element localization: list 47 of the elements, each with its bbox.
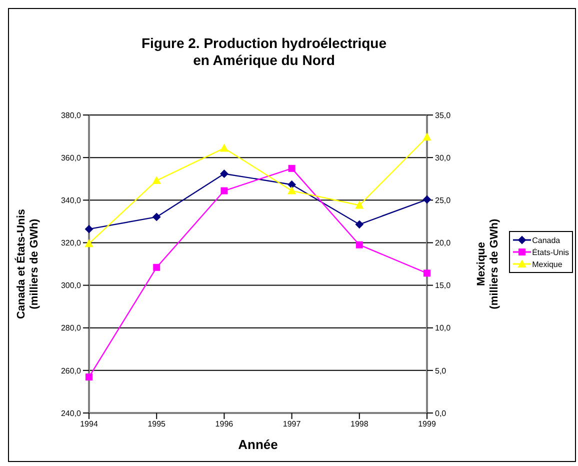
point bbox=[424, 270, 430, 277]
y2-axis-title: Mexique (milliers de GWh) bbox=[476, 218, 500, 310]
point bbox=[153, 264, 160, 271]
x-axis-title: Année bbox=[238, 437, 278, 452]
y-tick-label: 320,0 bbox=[60, 238, 82, 248]
y2-tick-label: 35,0 bbox=[435, 110, 452, 120]
point bbox=[423, 196, 431, 204]
y-axis-title: Canada et États-Unis (milliers de GWh) bbox=[14, 208, 40, 320]
y-tick-label: 380,0 bbox=[60, 110, 82, 120]
point bbox=[288, 164, 296, 172]
y-tick-label: 360,0 bbox=[60, 153, 82, 162]
legend-label: États-Unis bbox=[532, 248, 569, 256]
y2-tick-label: 20,0 bbox=[435, 238, 452, 248]
point bbox=[356, 241, 363, 248]
x-tick-label: 1994 bbox=[80, 420, 98, 429]
y-tick-label: 280,0 bbox=[60, 324, 82, 333]
x-tick-label: 1995 bbox=[148, 420, 166, 429]
y2-tick-label: 15,0 bbox=[435, 281, 452, 290]
point bbox=[423, 133, 431, 141]
point bbox=[288, 186, 296, 194]
y-tick-label: 300,0 bbox=[60, 281, 82, 290]
y2-tick-label: 25,0 bbox=[435, 196, 452, 205]
y-tick-label: 260,0 bbox=[60, 366, 82, 376]
point bbox=[220, 187, 228, 194]
x-tick-label: 1998 bbox=[350, 420, 369, 429]
y-tick-label: 240,0 bbox=[60, 408, 82, 418]
x-tick-label: 1999 bbox=[418, 420, 436, 429]
y-tick-label: 340,0 bbox=[60, 196, 82, 205]
point bbox=[355, 220, 364, 228]
point bbox=[85, 225, 93, 234]
point bbox=[152, 176, 161, 184]
x-tick-label: 1996 bbox=[215, 420, 234, 429]
chart-title: Figure 2. Production hydroélectrique en Amérique du Nord bbox=[140, 35, 388, 69]
y2-tick-label: 5,0 bbox=[435, 366, 447, 376]
point bbox=[152, 212, 161, 221]
x-tick-label: 1997 bbox=[282, 420, 302, 429]
y2-tick-label: 10,0 bbox=[435, 324, 452, 333]
point bbox=[220, 170, 228, 178]
point bbox=[220, 144, 228, 152]
point bbox=[355, 201, 364, 209]
point bbox=[86, 374, 92, 381]
point bbox=[288, 180, 296, 189]
y2-tick-label: 0,0 bbox=[435, 408, 447, 418]
y2-tick-label: 30,0 bbox=[435, 153, 452, 162]
legend-label: Canada bbox=[532, 236, 560, 244]
point bbox=[85, 240, 93, 248]
legend-label: Mexique bbox=[532, 260, 562, 268]
